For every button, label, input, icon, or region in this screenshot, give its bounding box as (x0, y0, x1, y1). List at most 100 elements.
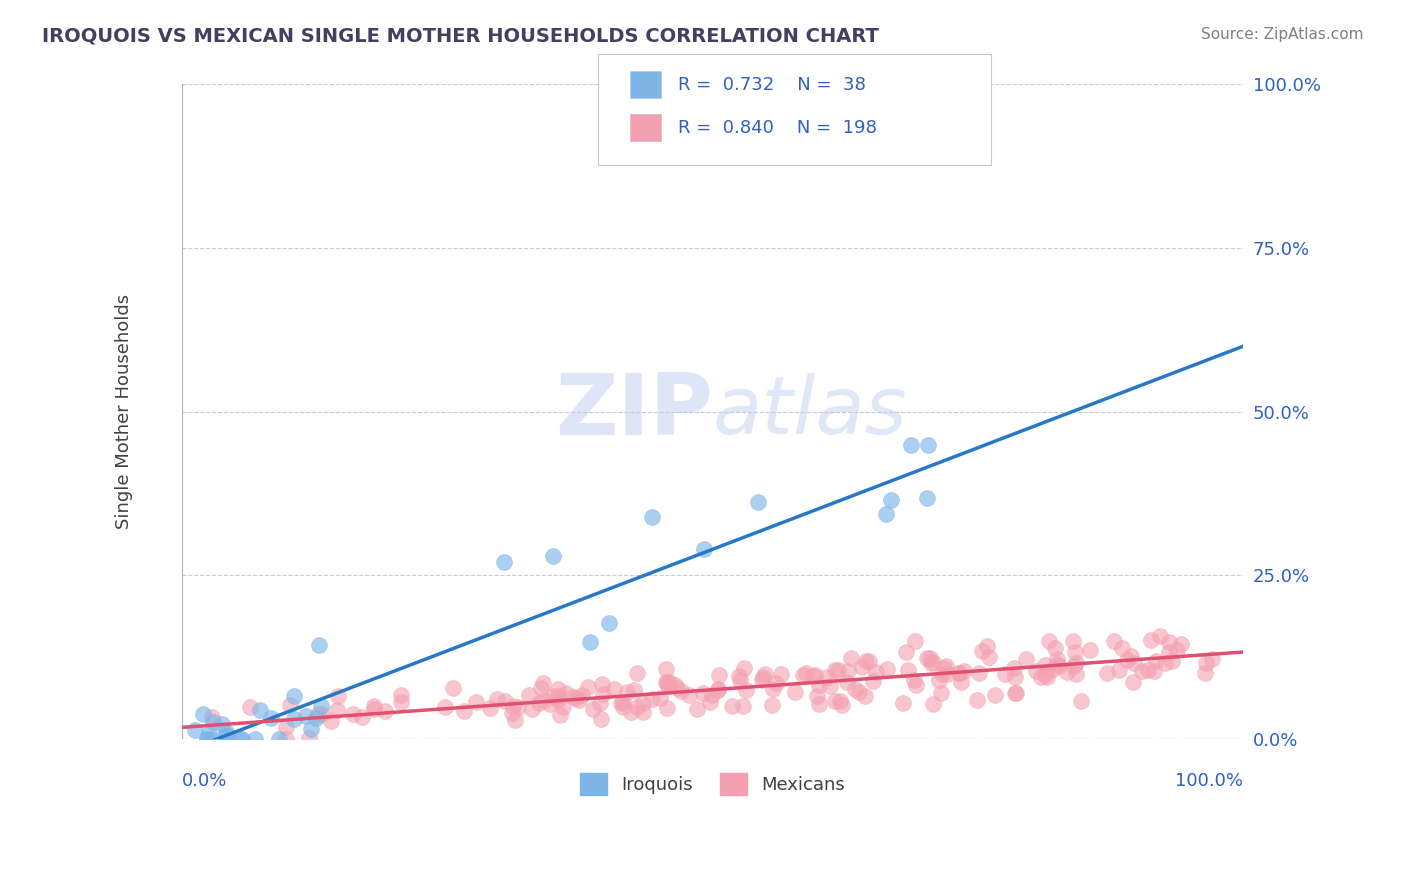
Point (1170, 637, 1192, 651)
Point (547, 681, 569, 696)
Point (977, 649, 1000, 664)
Point (641, 510, 664, 524)
Point (1116, 653, 1139, 667)
Point (1159, 634, 1181, 648)
Point (839, 650, 862, 665)
Point (665, 681, 688, 695)
Point (831, 698, 853, 712)
Point (678, 688, 700, 702)
Point (551, 699, 574, 714)
Point (655, 701, 678, 715)
Point (568, 693, 591, 707)
Point (389, 689, 412, 703)
Point (880, 493, 903, 508)
Point (1033, 658, 1056, 673)
Point (844, 682, 866, 697)
Text: R =  0.732    N =  38: R = 0.732 N = 38 (678, 76, 866, 94)
Point (806, 690, 828, 704)
Point (1111, 640, 1133, 655)
Point (953, 665, 976, 679)
Point (554, 686, 576, 700)
Point (727, 669, 749, 683)
Point (591, 713, 613, 727)
Point (891, 696, 914, 710)
Point (994, 666, 1017, 681)
Point (855, 654, 877, 668)
Point (865, 665, 887, 679)
Point (1042, 662, 1064, 676)
Point (664, 678, 686, 692)
Point (211, 716, 233, 731)
Point (1140, 632, 1163, 647)
Point (752, 670, 775, 684)
Point (202, 714, 225, 729)
Text: Source: ZipAtlas.com: Source: ZipAtlas.com (1201, 27, 1364, 42)
Point (215, 728, 238, 742)
Point (731, 699, 754, 714)
Text: ZIP: ZIP (555, 370, 713, 453)
Point (835, 675, 858, 690)
Point (733, 661, 755, 675)
Point (655, 675, 678, 690)
Text: Single Mother Households: Single Mother Households (115, 294, 134, 529)
Point (502, 699, 524, 714)
Point (950, 675, 973, 690)
Point (929, 685, 952, 699)
Point (308, 707, 330, 722)
Point (200, 710, 222, 724)
Point (650, 691, 672, 706)
Point (363, 702, 385, 716)
Point (657, 679, 679, 693)
Point (547, 693, 569, 707)
Point (214, 732, 236, 747)
Point (1004, 686, 1026, 700)
Point (581, 702, 603, 716)
Point (239, 700, 262, 714)
Point (1161, 654, 1184, 668)
Point (641, 692, 664, 706)
Point (699, 695, 721, 709)
Point (707, 681, 730, 696)
Point (692, 685, 714, 699)
Point (707, 683, 730, 698)
Point (1166, 642, 1188, 657)
Point (966, 693, 988, 707)
Point (1038, 634, 1060, 648)
Point (693, 542, 716, 557)
Point (215, 724, 238, 739)
Point (433, 700, 456, 714)
Point (804, 667, 827, 681)
Point (326, 690, 349, 704)
Point (851, 659, 873, 673)
Point (195, 732, 218, 747)
Point (862, 674, 884, 689)
Point (326, 703, 349, 717)
Point (191, 707, 214, 722)
Point (616, 685, 638, 699)
Point (655, 662, 678, 676)
Point (1029, 670, 1052, 684)
Point (721, 699, 744, 714)
Point (1078, 643, 1101, 657)
Point (231, 732, 253, 747)
Point (1121, 649, 1143, 664)
Text: 0.0%: 0.0% (183, 772, 228, 789)
Point (283, 689, 305, 703)
Point (598, 616, 620, 631)
Point (894, 645, 917, 659)
Point (728, 673, 751, 688)
Point (603, 681, 626, 696)
Point (803, 669, 825, 683)
Point (561, 690, 583, 704)
Text: R =  0.840    N =  198: R = 0.840 N = 198 (678, 119, 876, 136)
Text: 100.0%: 100.0% (1175, 772, 1243, 789)
Point (1149, 629, 1171, 643)
Point (548, 708, 571, 723)
Point (352, 710, 374, 724)
Point (1033, 668, 1056, 682)
Point (374, 704, 396, 718)
Point (824, 663, 846, 677)
Point (506, 700, 529, 714)
Point (1045, 657, 1067, 672)
Point (274, 732, 297, 747)
